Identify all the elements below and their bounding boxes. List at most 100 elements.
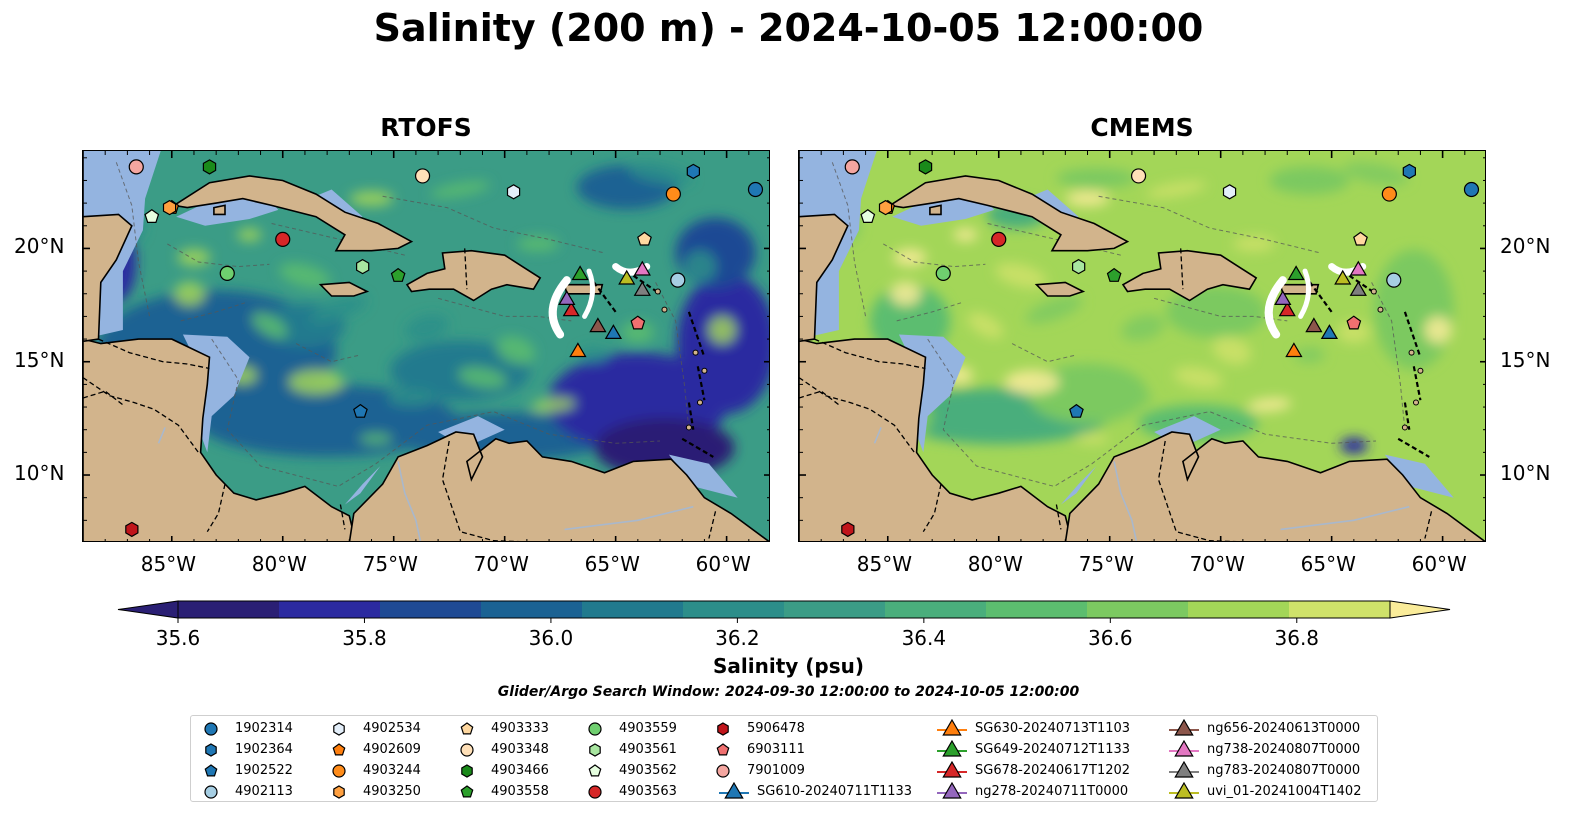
borders	[83, 248, 717, 541]
shelf-area	[1060, 466, 1097, 505]
lon-tick-label: 75°W	[362, 552, 418, 576]
legend-marker-icon	[460, 722, 474, 735]
legend-marker-icon	[937, 719, 967, 736]
lon-tick-label: 80°W	[967, 552, 1023, 576]
eddy	[967, 312, 1004, 339]
observation-markers	[125, 159, 764, 538]
shelf-area	[344, 466, 381, 505]
marker-ng656-20240613T0000	[1305, 317, 1323, 333]
legend-label: 7901009	[747, 763, 805, 778]
eddy	[1025, 295, 1083, 324]
map-panel-cmems[interactable]	[798, 150, 1486, 542]
lat-tick-label-right: 10°N	[1500, 461, 1551, 486]
legend-label: 4903250	[363, 784, 421, 799]
lon-tick-label: 85°W	[140, 552, 196, 576]
legend-marker-icon	[461, 764, 473, 778]
depth-contour	[295, 343, 361, 363]
marker-4903559	[219, 265, 235, 281]
legend-marker-icon	[588, 722, 602, 736]
marker-4902534	[1222, 184, 1237, 200]
lon-tick-label: 65°W	[584, 552, 640, 576]
legend-label: ng278-20240711T0000	[975, 784, 1129, 799]
lon-tick-label: 85°W	[856, 552, 912, 576]
lat-tick-label-right: 20°N	[1500, 234, 1551, 259]
island-chain	[696, 366, 706, 401]
country-border	[799, 377, 915, 453]
borders	[799, 248, 1433, 541]
colorbar-segment	[1289, 601, 1391, 618]
marker-4903250	[162, 199, 177, 216]
legend-label: uvi_01-20241004T1402	[1207, 784, 1362, 799]
shelf-area	[1384, 454, 1454, 498]
marker-4903563	[991, 231, 1007, 247]
axis-ticks	[799, 151, 1485, 541]
legend-marker-icon	[717, 722, 729, 736]
lat-tick-label-left: 10°N	[14, 461, 65, 486]
legend-label: 4903348	[491, 742, 549, 757]
small-island	[661, 306, 668, 313]
eddy	[1121, 314, 1165, 341]
legend-label: 1902314	[235, 721, 293, 736]
colorbar-tick-label: 36.0	[528, 626, 574, 650]
colorbar-tick-label: 35.6	[155, 626, 201, 650]
eddy	[578, 347, 609, 363]
eddy	[517, 236, 559, 252]
legend-label: SG630-20240713T1103	[975, 721, 1131, 736]
salinity-map-cmems[interactable]	[799, 151, 1486, 542]
marker-ng656-20240613T0000	[589, 317, 607, 333]
marker-4903333	[637, 231, 652, 246]
axis-ticks	[83, 151, 769, 541]
marker-SG630-20240713T1103	[1285, 342, 1303, 358]
depth-contour	[167, 243, 270, 268]
observation-markers	[841, 159, 1480, 538]
colorbar-segment	[380, 601, 482, 618]
legend-marker-icon	[460, 743, 474, 757]
small-island	[1370, 288, 1377, 295]
marker-4902113	[1386, 272, 1402, 288]
marker-1902522	[353, 403, 368, 418]
eddy	[1146, 181, 1207, 198]
salinity-map-rtofs[interactable]	[83, 151, 770, 542]
legend-marker-icon	[716, 743, 730, 756]
marker-1902522	[1069, 403, 1084, 418]
legend-marker-icon	[716, 764, 730, 778]
colorbar-segment	[683, 601, 785, 618]
legend-marker-icon	[719, 782, 749, 799]
eddy	[251, 312, 288, 339]
small-island	[701, 367, 708, 374]
small-island	[654, 288, 661, 295]
marker-ng738-20240807T0000	[1349, 260, 1367, 276]
legend-label: SG678-20240617T1202	[975, 763, 1131, 778]
eddy	[890, 281, 921, 306]
island-chain	[626, 270, 661, 295]
marker-SG649-20240712T1133	[1287, 265, 1305, 281]
marker-ng278-20240711T0000	[558, 290, 576, 305]
jamaica-land	[318, 281, 370, 297]
river	[1113, 461, 1138, 541]
legend-marker-icon	[937, 761, 967, 778]
marker-4903563	[275, 231, 291, 247]
salinity-patch	[1339, 437, 1368, 454]
island-chain	[681, 437, 714, 458]
marker-SG678-20240617T1202	[562, 301, 580, 317]
marker-4903466	[918, 159, 933, 175]
river	[1280, 505, 1410, 531]
river	[564, 505, 694, 531]
country-border	[206, 483, 226, 533]
legend-label: ng738-20240807T0000	[1207, 742, 1361, 757]
country-border	[1055, 504, 1062, 530]
eddy	[496, 336, 535, 365]
small-island	[685, 424, 692, 431]
eddy	[1065, 190, 1110, 207]
map-panel-rtofs[interactable]	[82, 150, 770, 542]
marker-4903333	[1353, 231, 1368, 246]
eddy	[458, 366, 507, 389]
colorbar-segment	[885, 601, 987, 618]
colorbar-segment	[986, 601, 1088, 618]
lon-tick-label: 75°W	[1078, 552, 1134, 576]
hispaniola-land	[405, 249, 542, 302]
colorbar-segment	[481, 601, 583, 618]
colorbar-extend-low	[117, 600, 179, 619]
lon-tick-label: 60°W	[695, 552, 751, 576]
lon-tick-label: 70°W	[473, 552, 529, 576]
